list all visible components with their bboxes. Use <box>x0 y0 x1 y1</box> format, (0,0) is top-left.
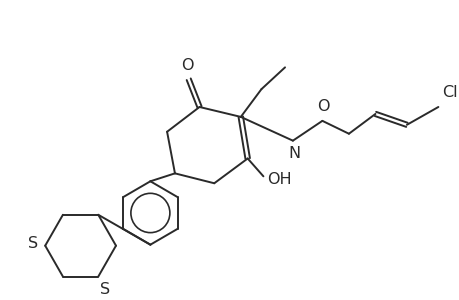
Text: S: S <box>28 236 38 251</box>
Text: Cl: Cl <box>442 85 457 100</box>
Text: OH: OH <box>267 172 291 187</box>
Text: O: O <box>181 58 194 73</box>
Text: N: N <box>288 146 300 160</box>
Text: S: S <box>100 281 110 296</box>
Text: O: O <box>316 99 329 114</box>
